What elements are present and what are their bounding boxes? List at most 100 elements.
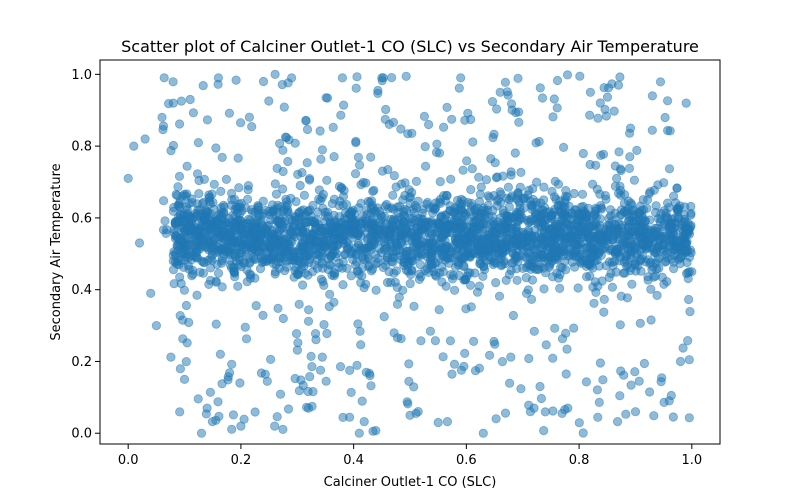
data-point	[535, 83, 545, 93]
data-point	[548, 353, 558, 363]
data-point	[298, 229, 308, 239]
data-point	[629, 175, 640, 185]
data-point	[225, 255, 235, 265]
data-point	[179, 374, 190, 384]
data-point	[595, 358, 606, 368]
data-point	[438, 267, 448, 277]
data-point	[594, 397, 604, 407]
data-point	[668, 191, 679, 201]
data-point	[357, 271, 367, 281]
data-point	[345, 365, 355, 375]
data-point	[175, 119, 185, 129]
data-point	[351, 136, 361, 146]
data-point	[478, 271, 488, 281]
data-point	[630, 259, 640, 269]
data-point	[338, 100, 349, 110]
data-point	[569, 323, 579, 333]
data-point	[495, 187, 505, 197]
data-point	[244, 112, 254, 122]
data-point	[474, 172, 484, 182]
data-point	[268, 237, 279, 247]
data-point	[229, 266, 239, 276]
data-point	[287, 215, 297, 225]
data-point	[358, 177, 368, 188]
data-point	[372, 203, 382, 213]
data-point	[235, 378, 245, 388]
data-point	[366, 208, 376, 218]
data-point	[561, 328, 571, 338]
data-point	[306, 351, 316, 361]
data-point	[335, 361, 346, 372]
data-point	[356, 340, 366, 350]
data-point	[242, 277, 252, 287]
data-point	[392, 215, 402, 225]
x-tick-label: 0.2	[231, 453, 252, 468]
data-point	[140, 134, 150, 144]
data-point	[196, 428, 207, 438]
data-point	[396, 124, 406, 134]
data-point	[539, 182, 549, 192]
data-point	[249, 216, 259, 227]
data-point	[631, 243, 641, 253]
data-point	[491, 240, 501, 251]
data-point	[475, 189, 485, 199]
data-point	[478, 428, 488, 438]
data-point	[250, 273, 260, 283]
data-point	[520, 251, 531, 262]
data-point	[621, 409, 631, 419]
data-point	[236, 421, 246, 431]
data-point	[352, 360, 362, 370]
data-point	[683, 224, 693, 234]
data-point	[306, 216, 316, 226]
data-point	[178, 315, 188, 325]
data-point	[228, 410, 238, 420]
data-point	[462, 271, 472, 281]
data-point	[516, 384, 526, 394]
data-point	[609, 256, 620, 266]
data-point	[519, 193, 529, 203]
data-point	[344, 241, 354, 251]
data-point	[158, 125, 168, 135]
data-point	[480, 210, 490, 220]
chart-title: Scatter plot of Calciner Outlet-1 CO (SL…	[121, 37, 699, 56]
data-point	[362, 247, 372, 257]
data-point	[595, 98, 605, 108]
data-point	[440, 244, 450, 255]
data-point	[322, 175, 332, 185]
data-point	[272, 412, 282, 422]
data-point	[151, 320, 161, 331]
data-point	[468, 336, 479, 346]
data-point	[181, 356, 191, 367]
data-point	[292, 269, 302, 279]
data-point	[495, 87, 505, 97]
data-point	[447, 369, 457, 379]
data-point	[595, 214, 605, 224]
data-point	[403, 261, 413, 271]
data-point	[506, 265, 516, 275]
data-point	[619, 237, 629, 247]
data-point	[273, 303, 283, 313]
data-point	[350, 169, 361, 179]
data-point	[215, 219, 225, 229]
data-point	[597, 276, 607, 286]
data-point	[174, 171, 185, 181]
data-point	[310, 328, 321, 339]
data-point	[168, 256, 178, 266]
data-point	[307, 361, 317, 372]
data-point	[512, 230, 522, 240]
data-point	[310, 224, 320, 234]
data-point	[456, 365, 466, 375]
data-point	[638, 225, 649, 235]
data-point	[192, 290, 202, 300]
data-point	[407, 128, 417, 138]
data-point	[159, 73, 169, 83]
data-point	[664, 203, 674, 213]
data-point	[483, 234, 493, 244]
data-point	[354, 428, 364, 438]
data-point	[340, 249, 350, 259]
data-point	[506, 352, 516, 362]
data-point	[543, 229, 553, 239]
data-point	[371, 285, 381, 295]
data-point	[315, 126, 325, 136]
data-point	[416, 336, 426, 346]
